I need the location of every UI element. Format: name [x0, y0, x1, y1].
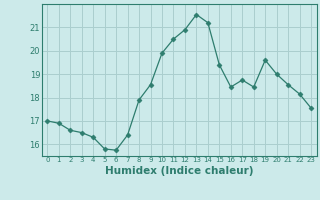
X-axis label: Humidex (Indice chaleur): Humidex (Indice chaleur): [105, 166, 253, 176]
